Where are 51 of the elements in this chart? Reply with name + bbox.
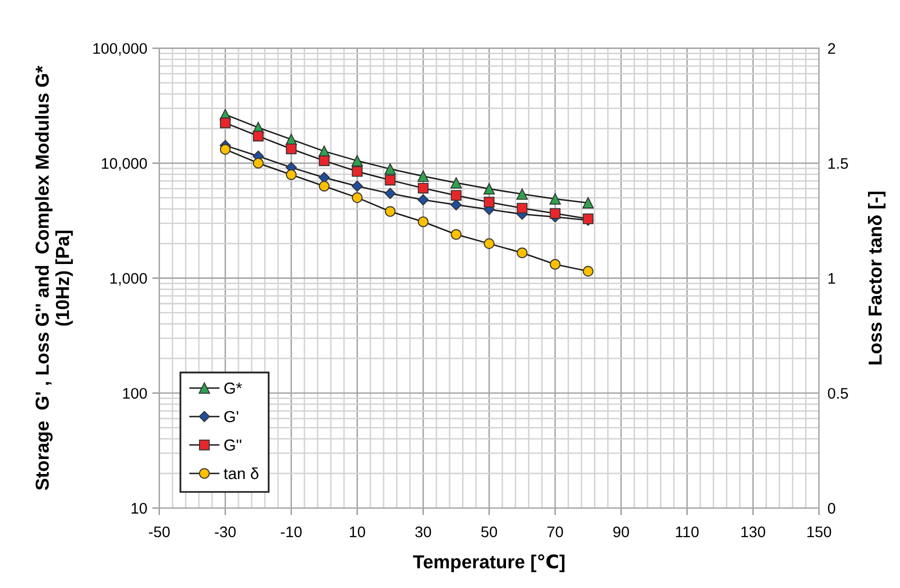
legend-label: G* xyxy=(224,382,242,394)
point xyxy=(450,199,462,210)
x-tick-label: 110 xyxy=(676,526,699,538)
x-tick-label: -10 xyxy=(280,526,302,538)
y-tick-label: 10,000 xyxy=(102,158,147,171)
y2-tick-label: 1 xyxy=(828,273,836,284)
x-tick-label: 70 xyxy=(547,526,564,538)
x-tick-label: 30 xyxy=(415,526,432,538)
point xyxy=(582,197,594,209)
y-tick-label: 1,000 xyxy=(110,272,147,286)
y2-tick-label: 2 xyxy=(828,43,836,54)
legend-label: G'' xyxy=(224,439,242,451)
point xyxy=(516,202,528,214)
x-tick-label: -50 xyxy=(148,526,170,538)
point xyxy=(352,180,363,192)
y2-tick-label: 0.5 xyxy=(828,388,848,399)
point xyxy=(484,196,494,208)
point xyxy=(418,182,429,194)
legend-label: G' xyxy=(224,410,238,422)
point xyxy=(384,188,396,200)
x-tick-label: 150 xyxy=(807,526,832,538)
x-tick-label: 90 xyxy=(613,526,629,538)
legend-label: tan δ xyxy=(224,467,258,480)
y-axis-title: Storage G' , Loss G'' and Complex Modulus G* (10Hz) [Pa] xyxy=(35,66,73,490)
point xyxy=(220,118,231,128)
x-tick-label: 50 xyxy=(481,526,498,538)
point xyxy=(384,174,396,186)
point xyxy=(450,177,462,189)
point xyxy=(483,183,495,195)
y-tick-label: 10 xyxy=(132,502,147,514)
point xyxy=(252,130,264,142)
y-tick-label: 100 xyxy=(123,388,147,399)
point xyxy=(417,170,429,182)
point xyxy=(318,155,330,166)
y2-axis-title: Loss Factor tanδ [-] xyxy=(868,192,886,364)
y-tick-label: 100,000 xyxy=(93,43,147,56)
y2-tick-label: 0 xyxy=(828,502,836,514)
point xyxy=(286,144,297,154)
point xyxy=(352,155,363,166)
point xyxy=(550,208,560,219)
point xyxy=(516,188,528,200)
point xyxy=(418,194,429,206)
x-axis-title: Temperature [℃] xyxy=(413,554,564,572)
point xyxy=(549,193,561,205)
point xyxy=(352,166,363,177)
x-tick-label: 10 xyxy=(350,526,366,538)
x-tick-label: -30 xyxy=(214,526,236,538)
point xyxy=(384,163,396,175)
y2-tick-label: 1.5 xyxy=(828,158,848,169)
point xyxy=(450,190,462,201)
x-tick-label: 130 xyxy=(741,526,766,538)
